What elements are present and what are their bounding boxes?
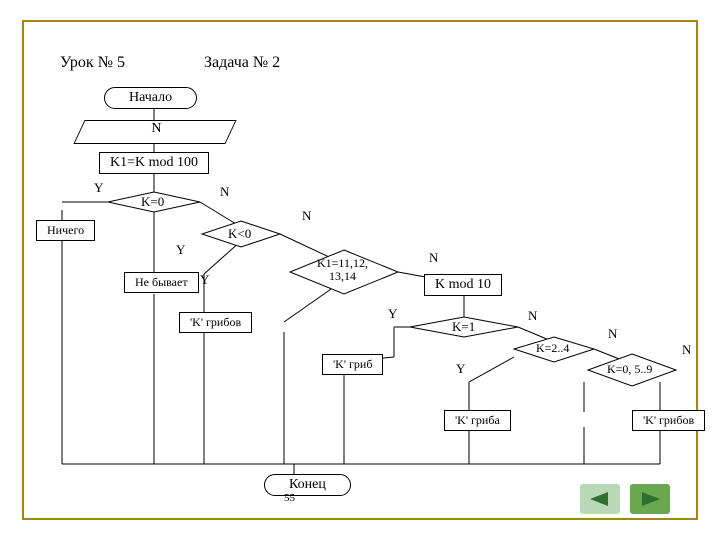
nav-back-button[interactable] <box>580 484 620 514</box>
page-number: 55 <box>284 492 295 504</box>
n-label-5: N <box>608 326 617 342</box>
end-node: Конец <box>264 474 351 496</box>
y-label-3: Y <box>200 272 209 288</box>
arrow-left-icon <box>580 484 620 514</box>
n-label-1: N <box>220 184 229 200</box>
n-label-6: N <box>682 342 691 358</box>
output-k-grib: 'K' гриб <box>322 354 383 375</box>
n-label-3: N <box>429 250 438 266</box>
decision-klt0: K<0 <box>228 226 251 242</box>
lesson-title: Урок № 5 <box>60 54 125 72</box>
n-label-4: N <box>528 308 537 324</box>
decision-k059: K=0, 5..9 <box>607 362 652 377</box>
output-k-gribov-2: 'K' грибов <box>632 410 705 431</box>
nav-forward-button[interactable] <box>630 484 670 514</box>
decision-k1-11-14: K1=11,12, 13,14 <box>317 257 368 283</box>
frame: Урок № 5 Задача № 2 Начало N K1=K mod 10… <box>22 20 698 520</box>
y-label-1: Y <box>94 180 103 196</box>
output-nothing: Ничего <box>36 220 95 241</box>
input-n-label: N <box>81 121 231 137</box>
kmod10-node: K mod 10 <box>424 274 502 296</box>
k1-mod100-node: K1=K mod 100 <box>99 152 209 174</box>
decision-k0: K=0 <box>141 194 164 210</box>
output-k-gribov-1: 'K' грибов <box>179 312 252 333</box>
input-n-node: N <box>73 120 236 144</box>
n-label-2: N <box>302 208 311 224</box>
decision-k24: K=2..4 <box>536 341 569 356</box>
start-node: Начало <box>104 87 197 109</box>
task-title: Задача № 2 <box>204 54 280 72</box>
y-label-2: Y <box>176 242 185 258</box>
y-label-5: Y <box>456 361 465 377</box>
y-label-4: Y <box>388 306 397 322</box>
output-nothappens: Не бывает <box>124 272 199 293</box>
arrow-right-icon <box>630 484 670 514</box>
output-k-griba: 'K' гриба <box>444 410 511 431</box>
decision-k1: K=1 <box>452 319 475 335</box>
